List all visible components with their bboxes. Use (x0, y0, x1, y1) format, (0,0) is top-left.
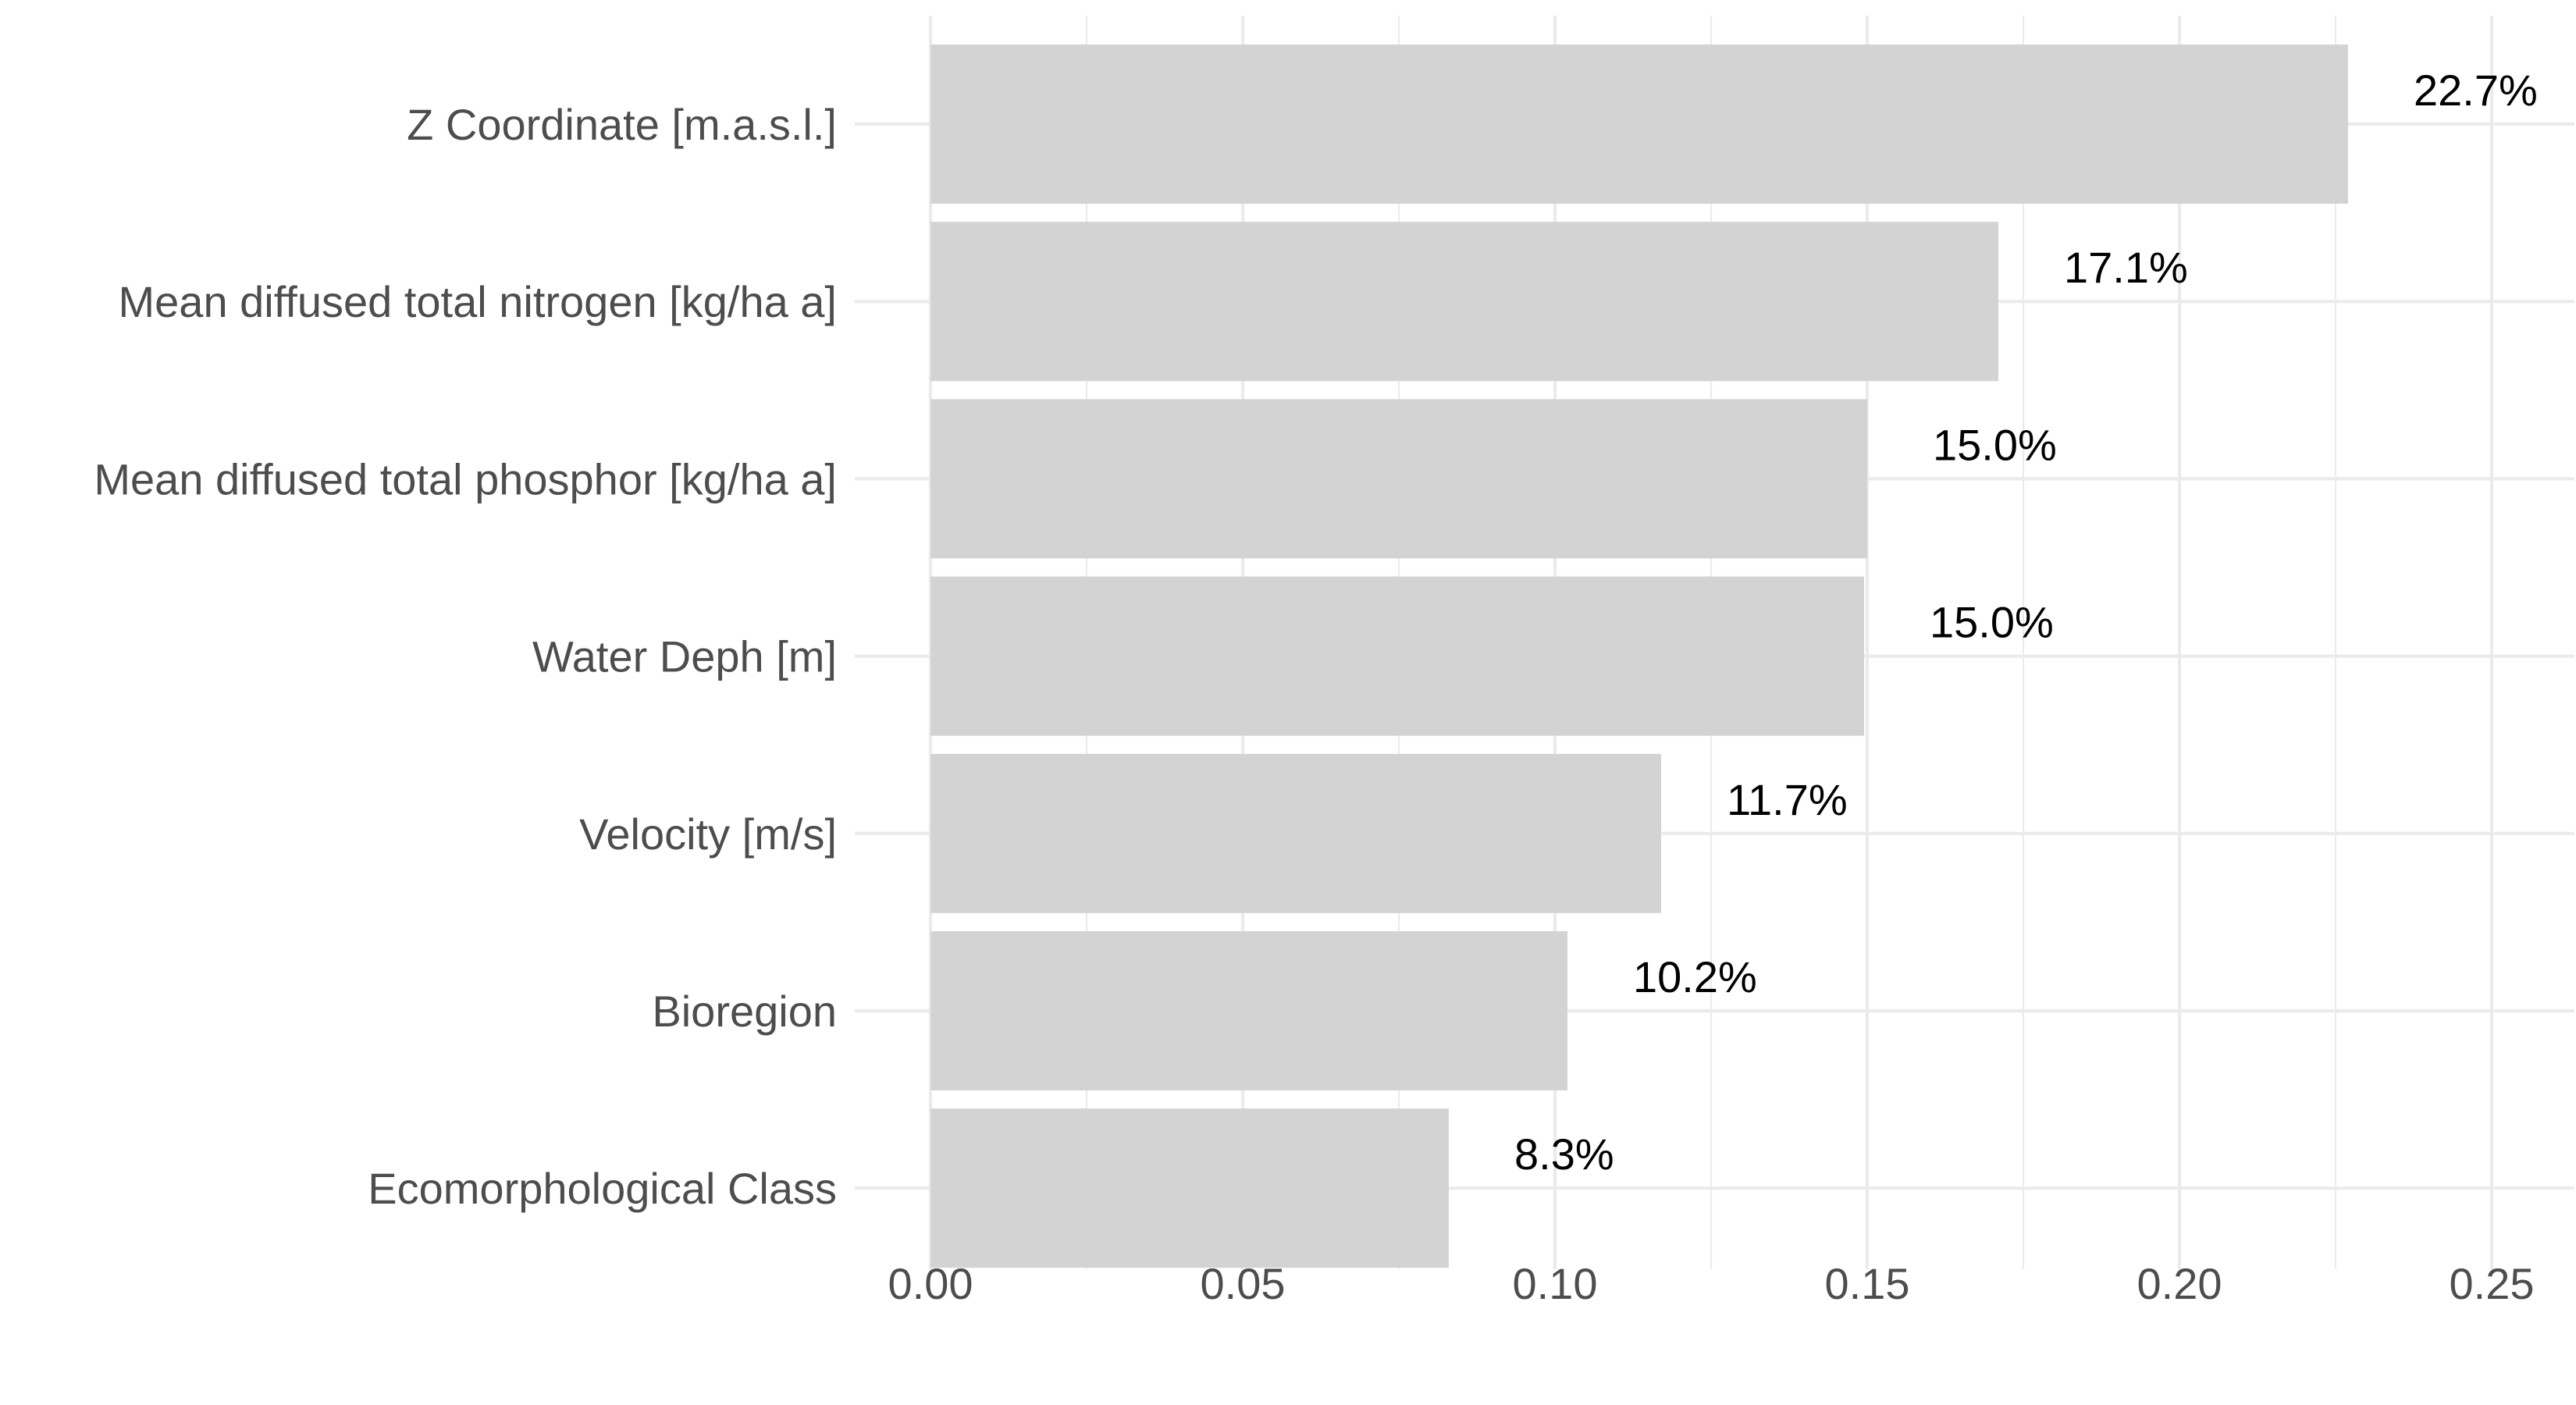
x-tick-label: 0.00 (888, 1259, 973, 1308)
bar (930, 931, 1567, 1090)
data-label: 11.7% (1727, 775, 1848, 824)
category-label: Ecomorphological Class (368, 1164, 837, 1213)
category-label: Mean diffused total phosphor [kg/ha a] (94, 454, 837, 503)
category-label: Z Coordinate [m.a.s.l.] (407, 100, 837, 149)
category-label: Water Deph [m] (532, 632, 837, 681)
bar (930, 1108, 1449, 1268)
x-axis-tick-labels: 0.00 0.05 0.10 0.15 0.20 0.25 (888, 1259, 2535, 1308)
bar (930, 222, 1998, 382)
x-tick-label: 0.05 (1201, 1259, 1286, 1308)
bar (930, 753, 1661, 913)
x-tick-label: 0.15 (1825, 1259, 1910, 1308)
category-label: Bioregion (652, 987, 837, 1036)
x-tick-label: 0.20 (2137, 1259, 2222, 1308)
bars (930, 44, 2348, 1268)
bar (930, 44, 2348, 204)
bar (930, 576, 1864, 736)
data-label: 8.3% (1514, 1129, 1614, 1179)
data-label: 15.0% (1933, 420, 2057, 469)
data-label: 17.1% (2064, 243, 2188, 292)
category-labels: Z Coordinate [m.a.s.l.] Mean diffused tot… (94, 100, 837, 1213)
data-label: 15.0% (1930, 598, 2054, 647)
x-tick-label: 0.25 (2450, 1259, 2535, 1308)
bar (930, 399, 1867, 559)
data-label: 22.7% (2414, 66, 2538, 115)
x-tick-label: 0.10 (1513, 1259, 1598, 1308)
category-label: Velocity [m/s] (579, 809, 837, 859)
data-label: 10.2% (1633, 952, 1757, 1001)
data-labels: 22.7% 17.1% 15.0% 15.0% 11.7% 10.2% 8.3% (1514, 66, 2538, 1179)
category-label: Mean diffused total nitrogen [kg/ha a] (119, 277, 837, 326)
